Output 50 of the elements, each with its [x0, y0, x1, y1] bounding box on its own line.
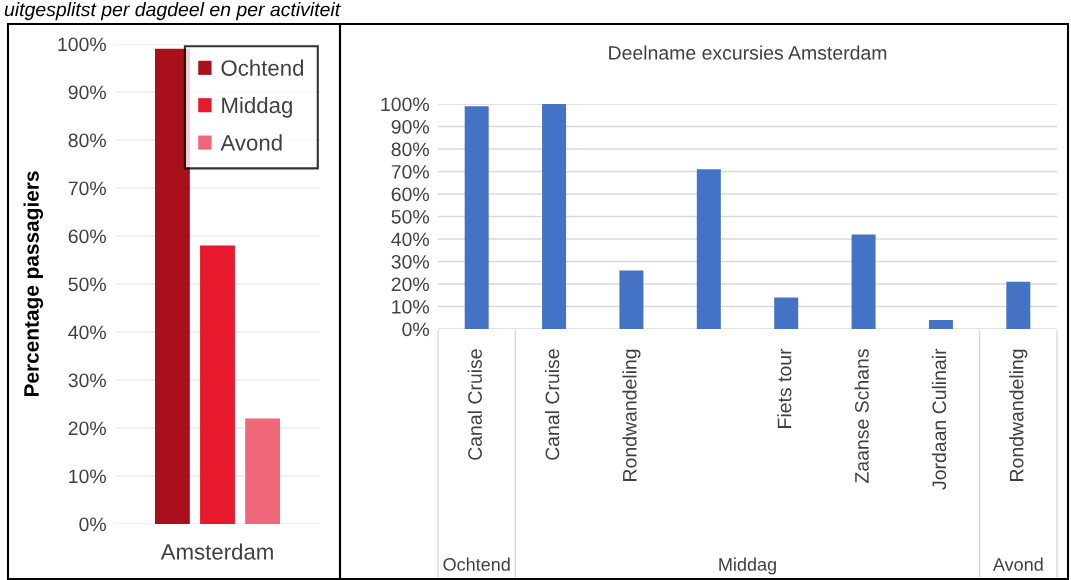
- bar: [542, 104, 567, 329]
- y-tick-label: 70%: [68, 181, 106, 196]
- text: Avond: [992, 557, 1043, 571]
- y-tick-label: 40%: [68, 325, 106, 340]
- text: Ochtend: [443, 557, 510, 571]
- x-tick-label: Zaanse Schans: [854, 349, 869, 483]
- text: Middag: [719, 557, 776, 575]
- y-tick-label: 0%: [402, 322, 429, 337]
- y-tick-label: 70%: [391, 164, 429, 179]
- bar: [774, 297, 799, 329]
- bar: [696, 169, 721, 329]
- bar: [464, 106, 489, 329]
- y-tick-label: 10%: [69, 469, 106, 484]
- bar: [619, 270, 644, 329]
- x-tick-label: Jordaan Culinair: [931, 348, 947, 490]
- y-tick-label: 80%: [68, 133, 106, 148]
- y-tick-label: 50%: [68, 277, 106, 292]
- y-tick-label: 30%: [68, 373, 106, 388]
- bar: [200, 245, 235, 524]
- x-tick-label: Rondwandeling: [622, 349, 641, 481]
- legend-label: Avond: [220, 134, 282, 151]
- y-axis-title: Percentage passagiers: [23, 171, 44, 397]
- y-tick-label: 20%: [68, 421, 106, 436]
- y-tick-label: 30%: [391, 254, 429, 269]
- y-tick-label: 60%: [391, 187, 429, 202]
- legend-label: Ochtend: [221, 59, 304, 76]
- x-tick-label: Canal Cruise: [467, 349, 482, 460]
- legend-label: Middag: [222, 96, 292, 118]
- x-tick-label: Canal Cruise: [545, 349, 560, 460]
- y-tick-label: 100%: [381, 97, 429, 112]
- bar: [154, 48, 190, 524]
- y-tick-label: 90%: [68, 85, 106, 100]
- y-tick-label: 40%: [391, 232, 429, 247]
- x-tick-label: Amsterdam: [160, 543, 273, 560]
- chart-title: Deelname excursies Amsterdam: [609, 45, 887, 60]
- y-tick-label: 20%: [391, 277, 429, 292]
- y-tick-label: 60%: [68, 229, 106, 244]
- y-tick-label: 50%: [391, 209, 429, 224]
- bar: [928, 320, 953, 329]
- y-tick-label: 80%: [391, 142, 429, 157]
- x-tick-label: Rondwandeling: [1009, 349, 1028, 481]
- y-tick-label: 0%: [79, 517, 106, 532]
- y-tick-label: 10%: [392, 299, 429, 314]
- x-tick-label: Fiets tour: [777, 348, 792, 428]
- y-tick-label: 90%: [391, 119, 429, 134]
- bar: [1006, 281, 1031, 329]
- y-tick-label: 100%: [58, 37, 106, 52]
- bar: [245, 418, 281, 524]
- text: uitgesplitst per dagdeel en per activiteit: [4, 2, 341, 21]
- bar: [851, 234, 876, 329]
